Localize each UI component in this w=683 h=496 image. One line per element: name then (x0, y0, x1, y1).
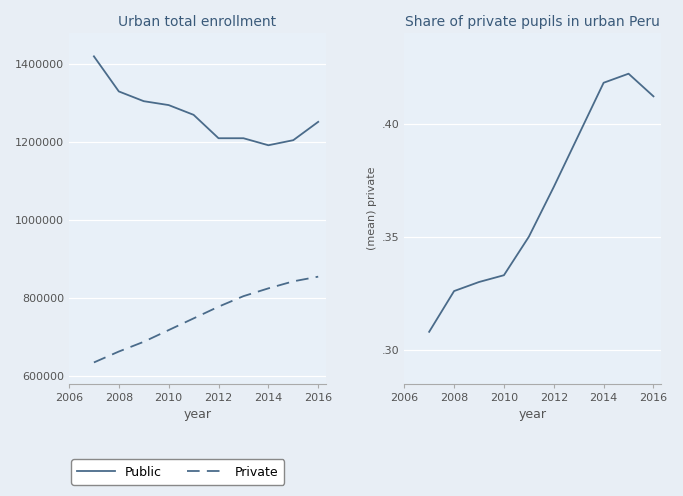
X-axis label: year: year (183, 409, 211, 422)
Public (189, 112, 197, 118)
Private (165, 327, 173, 333)
Line: Private: Private (94, 277, 318, 363)
Legend: Public, Private: Public, Private (71, 459, 284, 485)
Private (214, 304, 223, 310)
Private (189, 315, 197, 321)
Private (89, 360, 98, 366)
Public (264, 142, 273, 148)
Title: Share of private pupils in urban Peru: Share of private pupils in urban Peru (405, 15, 660, 29)
Line: Public: Public (94, 57, 318, 145)
Public (214, 135, 223, 141)
Public (115, 88, 123, 94)
Public (314, 119, 322, 125)
Title: Urban total enrollment: Urban total enrollment (118, 15, 277, 29)
Public (139, 98, 148, 104)
Private (239, 293, 247, 299)
Private (115, 349, 123, 355)
Public (289, 137, 297, 143)
Y-axis label: (mean) private: (mean) private (367, 167, 378, 250)
X-axis label: year: year (518, 409, 546, 422)
Private (139, 339, 148, 345)
Private (314, 274, 322, 280)
Private (264, 285, 273, 291)
Private (289, 278, 297, 284)
Public (165, 102, 173, 108)
Public (89, 54, 98, 60)
Public (239, 135, 247, 141)
